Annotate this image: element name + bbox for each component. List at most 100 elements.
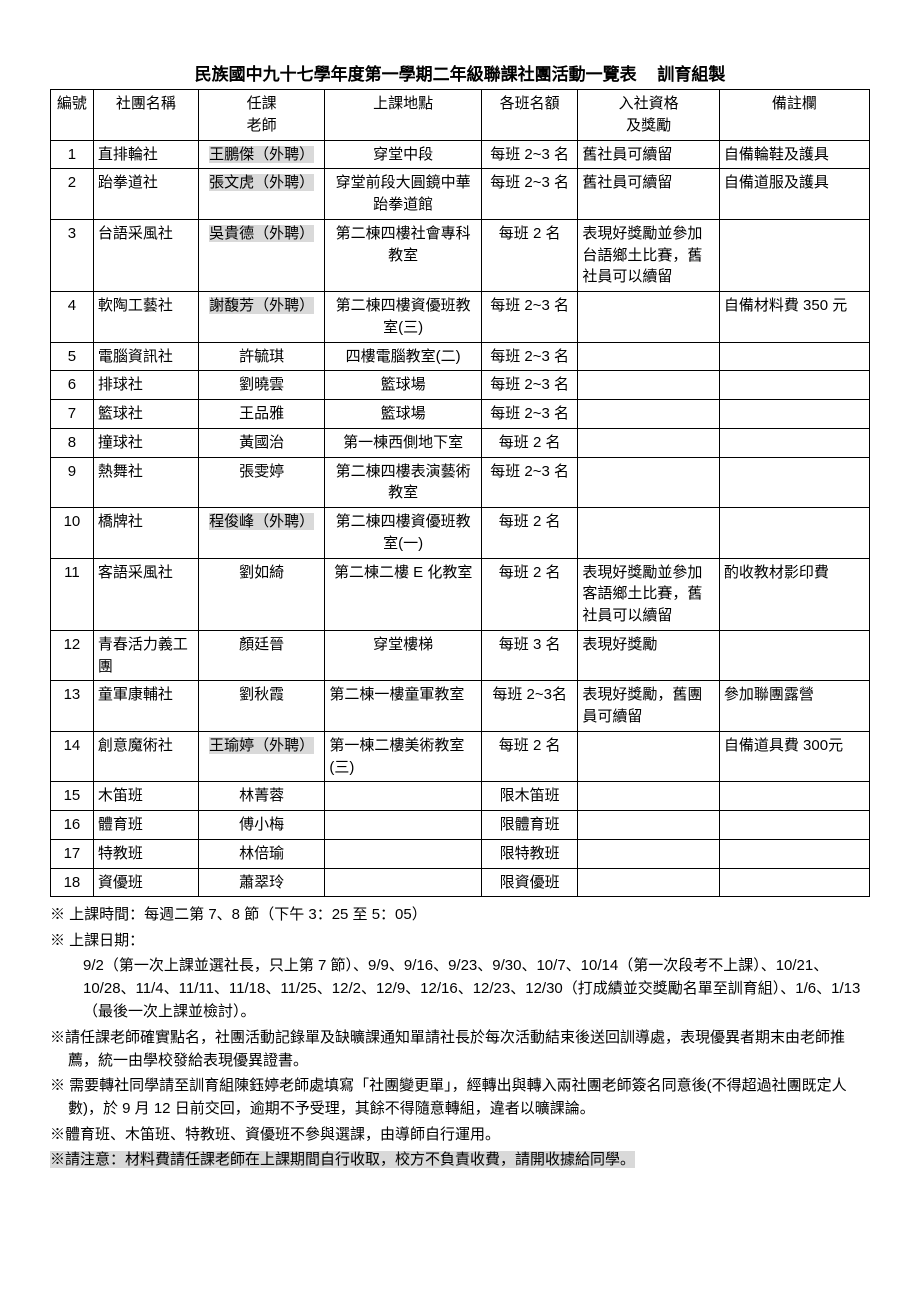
table-row: 17特教班林倍瑜限特教班 [51, 839, 870, 868]
cell-note [719, 508, 869, 559]
cell-teacher: 黃國治 [198, 428, 324, 457]
footnote-2a: 9/2（第一次上課並選社長，只上第 7 節）、9/9、9/16、9/23、9/3… [50, 954, 870, 1024]
cell-place [325, 868, 482, 897]
table-row: 4軟陶工藝社謝馥芳（外聘）第二棟四樓資優班教室(三)每班 2~3 名自備材料費 … [51, 292, 870, 343]
cell-place [325, 782, 482, 811]
table-row: 5電腦資訊社許毓琪四樓電腦教室(二)每班 2~3 名 [51, 342, 870, 371]
footnote-6: ※請注意：材料費請任課老師在上課期間自行收取，校方不負責收費，請開收據給同學。 [50, 1148, 870, 1171]
cell-place: 第二棟四樓表演藝術教室 [325, 457, 482, 508]
cell-qual [578, 811, 720, 840]
cell-teacher: 吳貴德（外聘） [198, 219, 324, 291]
cell-quota: 每班 3 名 [481, 630, 577, 681]
cell-qual: 舊社員可續留 [578, 140, 720, 169]
cell-name: 童軍康輔社 [93, 681, 198, 732]
cell-quota: 每班 2 名 [481, 508, 577, 559]
table-row: 3台語采風社吳貴德（外聘）第二棟四樓社會專科教室每班 2 名表現好獎勵並參加台語… [51, 219, 870, 291]
cell-note [719, 342, 869, 371]
cell-id: 9 [51, 457, 94, 508]
cell-place: 第二棟四樓資優班教室(三) [325, 292, 482, 343]
cell-qual [578, 400, 720, 429]
table-row: 1直排輪社王鵬傑（外聘）穿堂中段每班 2~3 名舊社員可續留自備輪鞋及護具 [51, 140, 870, 169]
th-qual: 入社資格 及獎勵 [578, 90, 720, 141]
th-name: 社團名稱 [93, 90, 198, 141]
cell-name: 青春活力義工團 [93, 630, 198, 681]
cell-id: 12 [51, 630, 94, 681]
cell-place: 第二棟一樓童軍教室 [325, 681, 482, 732]
cell-quota: 每班 2~3 名 [481, 342, 577, 371]
cell-qual: 舊社員可續留 [578, 169, 720, 220]
cell-note: 自備輪鞋及護具 [719, 140, 869, 169]
title-main: 民族國中九十七學年度第一學期二年級聯課社團活動一覽表 [195, 65, 637, 84]
cell-note [719, 782, 869, 811]
cell-note [719, 811, 869, 840]
table-row: 16體育班傅小梅限體育班 [51, 811, 870, 840]
th-quota: 各班名額 [481, 90, 577, 141]
page-title: 民族國中九十七學年度第一學期二年級聯課社團活動一覽表 訓育組製 [50, 60, 870, 85]
cell-teacher: 林倍瑜 [198, 839, 324, 868]
cell-place: 籃球場 [325, 371, 482, 400]
cell-place [325, 811, 482, 840]
cell-qual [578, 868, 720, 897]
cell-name: 跆拳道社 [93, 169, 198, 220]
cell-qual: 表現好獎勵 [578, 630, 720, 681]
cell-teacher: 王瑜婷（外聘） [198, 731, 324, 782]
cell-id: 5 [51, 342, 94, 371]
cell-name: 直排輪社 [93, 140, 198, 169]
table-row: 9熱舞社張雯婷第二棟四樓表演藝術教室每班 2~3 名 [51, 457, 870, 508]
cell-quota: 每班 2~3 名 [481, 400, 577, 429]
cell-id: 13 [51, 681, 94, 732]
table-row: 18資優班蕭翠玲限資優班 [51, 868, 870, 897]
cell-qual [578, 839, 720, 868]
cell-qual [578, 371, 720, 400]
cell-teacher: 程俊峰（外聘） [198, 508, 324, 559]
table-row: 14創意魔術社王瑜婷（外聘）第一棟二樓美術教室(三)每班 2 名自備道具費 30… [51, 731, 870, 782]
cell-quota: 每班 2 名 [481, 428, 577, 457]
cell-name: 排球社 [93, 371, 198, 400]
cell-quota: 每班 2~3 名 [481, 169, 577, 220]
cell-teacher: 許毓琪 [198, 342, 324, 371]
cell-name: 撞球社 [93, 428, 198, 457]
cell-note [719, 839, 869, 868]
table-row: 10橋牌社程俊峰（外聘）第二棟四樓資優班教室(一)每班 2 名 [51, 508, 870, 559]
th-id: 編號 [51, 90, 94, 141]
footnote-4: ※ 需要轉社同學請至訓育組陳鈺婷老師處填寫「社團變更單」，經轉出與轉入兩社團老師… [50, 1074, 870, 1121]
cell-quota: 每班 2 名 [481, 558, 577, 630]
cell-teacher: 蕭翠玲 [198, 868, 324, 897]
cell-note: 自備道具費 300元 [719, 731, 869, 782]
cell-id: 11 [51, 558, 94, 630]
cell-name: 橋牌社 [93, 508, 198, 559]
cell-note: 自備材料費 350 元 [719, 292, 869, 343]
cell-note: 參加聯團露營 [719, 681, 869, 732]
footnote-5: ※體育班、木笛班、特教班、資優班不參與選課，由導師自行運用。 [50, 1123, 870, 1146]
cell-qual [578, 428, 720, 457]
cell-quota: 限特教班 [481, 839, 577, 868]
cell-place: 第二棟四樓資優班教室(一) [325, 508, 482, 559]
cell-id: 2 [51, 169, 94, 220]
table-row: 8撞球社黃國治第一棟西側地下室每班 2 名 [51, 428, 870, 457]
cell-id: 18 [51, 868, 94, 897]
cell-qual [578, 782, 720, 811]
cell-quota: 限體育班 [481, 811, 577, 840]
cell-qual [578, 508, 720, 559]
cell-teacher: 顏廷晉 [198, 630, 324, 681]
th-teacher: 任課 老師 [198, 90, 324, 141]
table-row: 11客語采風社劉如綺第二棟二樓 E 化教室每班 2 名表現好獎勵並參加客語鄉土比… [51, 558, 870, 630]
cell-place: 第一棟二樓美術教室(三) [325, 731, 482, 782]
table-header-row: 編號 社團名稱 任課 老師 上課地點 各班名額 入社資格 及獎勵 備註欄 [51, 90, 870, 141]
cell-quota: 每班 2~3名 [481, 681, 577, 732]
cell-id: 7 [51, 400, 94, 429]
cell-id: 14 [51, 731, 94, 782]
th-note: 備註欄 [719, 90, 869, 141]
cell-place: 穿堂前段大圓鏡中華跆拳道館 [325, 169, 482, 220]
cell-quota: 每班 2~3 名 [481, 371, 577, 400]
cell-qual: 表現好獎勵，舊團員可續留 [578, 681, 720, 732]
cell-quota: 限木笛班 [481, 782, 577, 811]
cell-name: 電腦資訊社 [93, 342, 198, 371]
cell-id: 15 [51, 782, 94, 811]
cell-place: 第二棟四樓社會專科教室 [325, 219, 482, 291]
cell-teacher: 傅小梅 [198, 811, 324, 840]
club-table: 編號 社團名稱 任課 老師 上課地點 各班名額 入社資格 及獎勵 備註欄 1直排… [50, 89, 870, 897]
table-row: 12青春活力義工團顏廷晉穿堂樓梯每班 3 名表現好獎勵 [51, 630, 870, 681]
table-body: 1直排輪社王鵬傑（外聘）穿堂中段每班 2~3 名舊社員可續留自備輪鞋及護具2跆拳… [51, 140, 870, 897]
cell-teacher: 張文虎（外聘） [198, 169, 324, 220]
